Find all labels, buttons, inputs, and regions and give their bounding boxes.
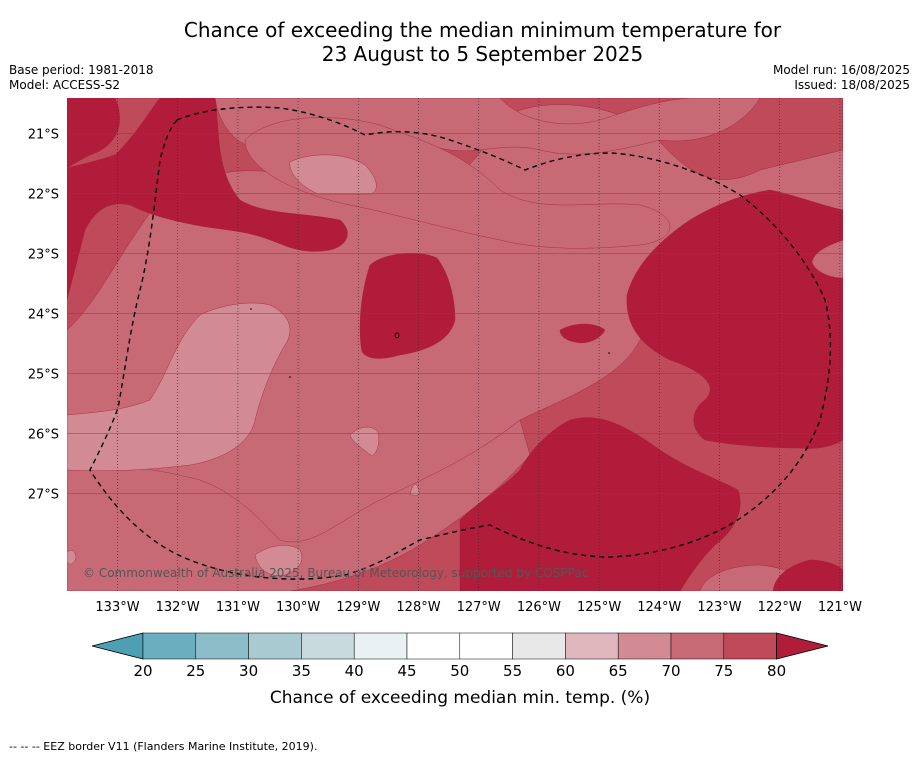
lon-label: 125°W [577, 600, 621, 615]
colorbar-tick-label: 70 [661, 662, 680, 680]
fill-65-70-spot-mid [349, 426, 379, 457]
lat-label: 24°S [28, 308, 59, 323]
fill-65-70-spot-small [409, 484, 420, 496]
lon-label: 122°W [758, 600, 802, 615]
lon-label: 132°W [156, 600, 200, 615]
colorbar-tick-label: 20 [133, 662, 152, 680]
fill-65-70-upper [289, 154, 377, 195]
model-run: Model run: 16/08/2025 [772, 63, 910, 77]
colorbar: 20 25 30 35 40 45 50 55 60 65 70 75 80 [91, 632, 829, 680]
map-panel: © Commonwealth of Australia 2025, Bureau… [67, 98, 843, 591]
island-mark-4 [608, 352, 610, 354]
lon-label: 128°W [396, 600, 440, 615]
colorbar-tick-label: 35 [292, 662, 311, 680]
colorbar-tick-label: 50 [450, 662, 469, 680]
latitude-labels: 21°S 22°S 23°S 24°S 25°S 26°S 27°S [28, 128, 59, 503]
colorbar-segment [142, 632, 197, 660]
fill-80-small-center [559, 323, 606, 343]
colorbar-tick-label: 45 [397, 662, 416, 680]
title-line-1: Chance of exceeding the median minimum t… [183, 18, 782, 42]
fill-80-topleft [67, 98, 120, 169]
meta-right: Model run: 16/08/2025 Issued: 18/08/2025 [773, 63, 910, 93]
lon-label: 130°W [276, 600, 320, 615]
colorbar-segment [512, 632, 566, 660]
colorbar-tick-label: 75 [714, 662, 733, 680]
colorbar-extend-high [776, 632, 829, 660]
lat-label: 27°S [28, 488, 59, 503]
lat-label: 25°S [28, 368, 59, 383]
colorbar-segment [459, 632, 513, 660]
colorbar-segment [195, 632, 249, 660]
base-period: Base period: 1981-2018 [9, 63, 154, 77]
colorbar-segment [565, 632, 619, 660]
model-name: Model: ACCESS-S2 [9, 78, 121, 92]
longitude-labels: 133°W 132°W 131°W 130°W 129°W 128°W 127°W 126°W… [95, 600, 862, 615]
colorbar-segment [301, 632, 355, 660]
lon-label: 133°W [95, 600, 139, 615]
lon-label: 121°W [818, 600, 862, 615]
fill-70-75-upper-mid [244, 117, 670, 249]
colorbar-tick-label: 40 [345, 662, 364, 680]
lat-label: 22°S [28, 188, 59, 203]
colorbar-segment [353, 632, 408, 660]
colorbar-label: Chance of exceeding median min. temp. (%… [270, 688, 650, 708]
lon-label: 123°W [697, 600, 741, 615]
fill-65-70-bottom [254, 545, 303, 576]
colorbar-tick-label: 80 [767, 662, 786, 680]
lat-label: 26°S [28, 428, 59, 443]
colorbar-extend-low [91, 632, 144, 660]
fill-65-70-corner [67, 550, 77, 565]
lon-label: 127°W [457, 600, 501, 615]
colorbar-tick-label: 30 [239, 662, 258, 680]
colorbar-tick-label: 65 [609, 662, 628, 680]
colorbar-segment [723, 632, 777, 660]
meta-left: Base period: 1981-2018 Model: ACCESS-S2 [9, 63, 154, 93]
copyright-text: © Commonwealth of Australia 2025, Bureau… [83, 566, 588, 580]
lat-label: 21°S [28, 128, 59, 143]
colorbar-tick-label: 60 [556, 662, 575, 680]
fill-65-70-left [67, 302, 291, 471]
fill-80-southeast [772, 559, 843, 591]
fill-70-75-lower [67, 419, 531, 591]
fill-80-central [359, 253, 456, 359]
fill-80-upper-left [67, 98, 348, 301]
lon-label: 129°W [336, 600, 380, 615]
lon-label: 124°W [637, 600, 681, 615]
colorbar-segment [670, 632, 725, 660]
island-mark-3 [289, 376, 291, 378]
map-grid [67, 98, 843, 591]
eez-footnote: -- -- -- EEZ border V11 (Flanders Marine… [9, 740, 318, 753]
lon-label: 126°W [517, 600, 561, 615]
lat-label: 23°S [28, 248, 59, 263]
fill-70-75-east-inset [811, 239, 843, 279]
map-title: Chance of exceeding the median minimum t… [0, 18, 919, 66]
colorbar-segment [406, 632, 461, 660]
colorbar-segment [617, 632, 672, 660]
colorbar-segment [248, 632, 302, 660]
fill-80-south [459, 417, 741, 591]
lon-label: 131°W [216, 600, 260, 615]
eez-border [89, 106, 832, 580]
island-mark-2 [250, 308, 252, 310]
title-line-2: 23 August to 5 September 2025 [321, 42, 644, 66]
issued-date: Issued: 18/08/2025 [794, 78, 910, 92]
island-mark-1 [394, 332, 400, 339]
colorbar-tick-label: 25 [186, 662, 205, 680]
colorbar-tick-label: 55 [503, 662, 522, 680]
